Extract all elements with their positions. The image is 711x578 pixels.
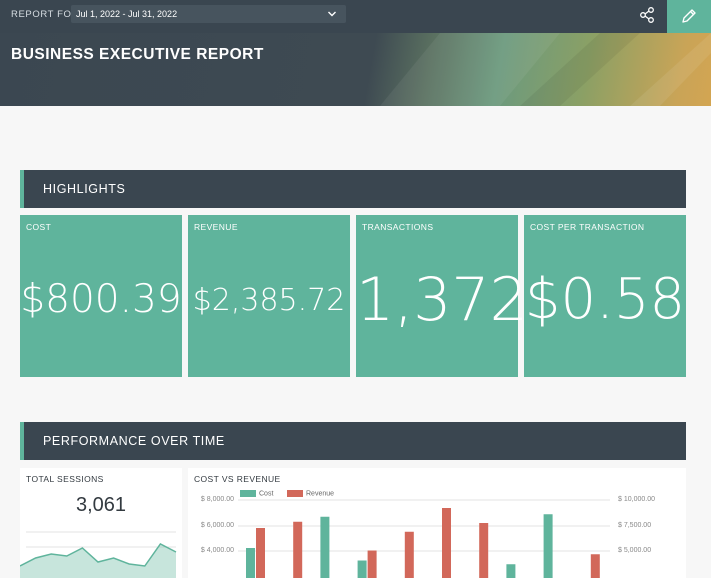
date-range-value: Jul 1, 2022 - Jul 31, 2022 [76, 9, 177, 19]
kpi-value: $0.58 [524, 267, 686, 332]
kpi-transactions[interactable]: 1,372 TRANSACTIONS [356, 215, 518, 377]
revenue-bar [293, 522, 302, 578]
revenue-bar [442, 508, 451, 578]
revenue-bar [591, 554, 600, 578]
kpi-label: COST [26, 222, 51, 232]
sessions-sparkline [20, 468, 182, 578]
banner-decoration [0, 33, 711, 106]
kpi-cost-per-transaction[interactable]: $0.58 COST PER TRANSACTION [524, 215, 686, 377]
cost-bar [320, 517, 329, 578]
kpi-value: 1,372 [356, 265, 518, 335]
top-bar: REPORT FOR Jul 1, 2022 - Jul 31, 2022 [0, 0, 711, 33]
cost-bar [358, 561, 367, 578]
performance-section-header: PERFORMANCE OVER TIME [20, 422, 686, 460]
share-icon[interactable] [638, 6, 656, 24]
cost-bar [506, 564, 515, 578]
kpi-label: REVENUE [194, 222, 238, 232]
section-title: PERFORMANCE OVER TIME [43, 434, 225, 448]
kpi-label: COST PER TRANSACTION [530, 222, 644, 232]
chevron-down-icon [327, 9, 337, 19]
section-title: HIGHLIGHTS [43, 182, 125, 196]
kpi-revenue[interactable]: REVENUE $2,385.72 [188, 215, 350, 377]
highlights-section-header: HIGHLIGHTS [20, 170, 686, 208]
kpi-value: $800.39 [20, 277, 182, 322]
kpi-value: $2,385.72 [188, 283, 350, 318]
revenue-bar [256, 528, 265, 578]
total-sessions-card[interactable]: TOTAL SESSIONS 3,061 [20, 468, 182, 578]
cost-bar [544, 514, 553, 578]
pencil-icon [680, 7, 698, 25]
cost-vs-revenue-card[interactable]: COST VS REVENUE Cost Revenue $ 8,000.00 … [188, 468, 686, 578]
revenue-bar [405, 532, 414, 578]
kpi-cost[interactable]: COST $800.39 [20, 215, 182, 377]
date-range-select[interactable]: Jul 1, 2022 - Jul 31, 2022 [71, 5, 346, 23]
page-title: BUSINESS EXECUTIVE REPORT [11, 46, 264, 64]
kpi-label: TRANSACTIONS [362, 222, 433, 232]
revenue-bar [368, 551, 377, 578]
revenue-bar [479, 523, 488, 578]
cost-bar [246, 548, 255, 578]
report-for-label: REPORT FOR [11, 9, 79, 20]
edit-button[interactable] [667, 0, 711, 33]
cost-revenue-chart [188, 468, 686, 578]
report-header-banner: BUSINESS EXECUTIVE REPORT [0, 33, 711, 106]
